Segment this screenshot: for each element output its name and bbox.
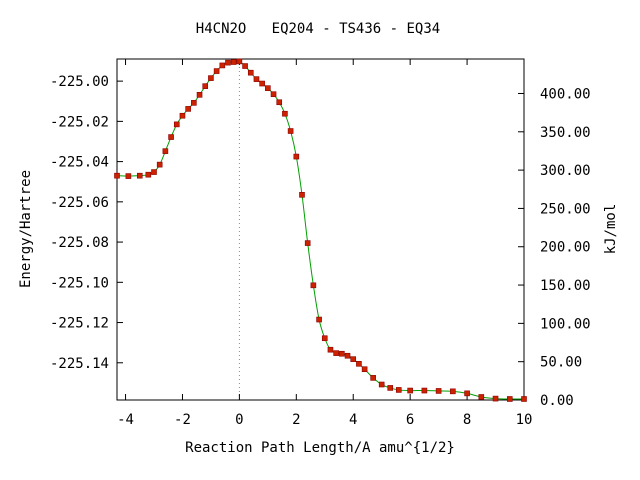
- x-axis-label: Reaction Path Length/A amu^{1/2}: [185, 440, 455, 456]
- data-point: [208, 75, 214, 81]
- x-tick-label: -2: [174, 412, 191, 428]
- data-point: [162, 148, 169, 154]
- plot-area-frame: [116, 58, 525, 401]
- data-point: [299, 192, 305, 198]
- data-point: [327, 346, 334, 353]
- data-point: [370, 375, 376, 381]
- y2-tick-label: 100.00: [540, 316, 591, 332]
- data-point: [378, 381, 385, 388]
- data-point: [247, 69, 254, 76]
- data-point: [350, 356, 357, 362]
- y2-tick-label: 200.00: [540, 240, 591, 256]
- data-point: [478, 394, 485, 400]
- data-point: [270, 91, 277, 98]
- data-point: [196, 92, 203, 98]
- y2-axis-label: kJ/mol: [603, 204, 619, 255]
- x-tick-label: 8: [463, 412, 471, 428]
- y2-axis-ticks: 0.00 50.00 100.00 150.00 200.00 250.00 300.00 3…: [518, 86, 591, 409]
- data-point: [421, 387, 428, 394]
- data-point: [387, 385, 394, 391]
- data-point: [265, 85, 271, 91]
- data-point: [333, 350, 339, 356]
- x-tick-label: 0: [235, 412, 243, 428]
- data-point: [242, 63, 248, 69]
- data-point: [179, 112, 186, 119]
- data-point: [259, 80, 265, 87]
- data-point: [344, 352, 351, 359]
- data-point: [168, 134, 174, 140]
- y-tick-label: -225.08: [50, 235, 109, 251]
- x-tick-label: 10: [516, 412, 533, 428]
- y2-tick-label: 150.00: [540, 278, 591, 294]
- data-point: [213, 68, 220, 74]
- data-point: [316, 316, 322, 323]
- data-point: [151, 169, 157, 175]
- x-axis-ticks: -4 -2 0 2 4 6 8 10: [117, 59, 532, 428]
- data-point: [450, 388, 456, 395]
- data-point: [230, 59, 237, 65]
- y-tick-label: -225.02: [50, 114, 109, 130]
- data-point: [114, 172, 120, 179]
- data-point: [293, 153, 300, 160]
- data-point: [253, 76, 260, 82]
- data-point: [145, 171, 152, 178]
- data-point: [435, 388, 442, 394]
- data-point: [310, 282, 317, 289]
- y2-tick-label: 350.00: [540, 125, 591, 141]
- energy-profile-markers: [114, 58, 527, 402]
- data-point: [339, 350, 345, 357]
- energy-profile-line: [116, 60, 525, 400]
- y2-tick-label: 400.00: [540, 86, 591, 102]
- y-tick-label: -225.04: [50, 155, 109, 171]
- y-tick-label: -225.00: [50, 74, 109, 90]
- data-point: [173, 121, 180, 128]
- y-axis-label: Energy/Hartree: [18, 170, 34, 288]
- data-point: [282, 110, 288, 117]
- y2-tick-label: 0.00: [540, 393, 574, 409]
- data-point: [125, 173, 132, 179]
- data-point: [407, 387, 413, 394]
- data-point: [136, 172, 143, 179]
- data-point: [395, 387, 402, 393]
- data-point: [191, 100, 197, 106]
- chart-title: H4CN2O EQ204 - TS436 - EQ34: [196, 21, 440, 37]
- data-point: [236, 58, 243, 65]
- data-point: [521, 396, 527, 402]
- y2-tick-label: 250.00: [540, 201, 591, 217]
- y-axis-ticks: -225.00 -225.02 -225.04 -225.06 -225.08 -225.…: [50, 74, 123, 372]
- data-point: [464, 390, 470, 397]
- data-point: [287, 128, 294, 134]
- data-point: [321, 335, 328, 342]
- data-point: [506, 396, 513, 402]
- data-point: [202, 83, 209, 89]
- data-point: [156, 161, 163, 168]
- y2-tick-label: 300.00: [540, 163, 591, 179]
- data-point: [361, 366, 368, 373]
- x-tick-label: 4: [349, 412, 357, 428]
- y-tick-label: -225.10: [50, 275, 109, 291]
- y-tick-label: -225.12: [50, 316, 109, 332]
- x-tick-label: 2: [292, 412, 300, 428]
- data-point: [225, 59, 231, 66]
- y-tick-label: -225.14: [50, 356, 109, 372]
- data-point: [356, 360, 362, 367]
- data-point: [219, 62, 226, 69]
- x-tick-label: 6: [406, 412, 414, 428]
- data-point: [185, 106, 191, 112]
- data-point: [304, 240, 311, 246]
- data-point: [492, 395, 499, 402]
- data-point: [276, 99, 283, 106]
- x-tick-label: -4: [117, 412, 134, 428]
- y2-tick-label: 50.00: [540, 355, 582, 371]
- y-tick-label: -225.06: [50, 195, 109, 211]
